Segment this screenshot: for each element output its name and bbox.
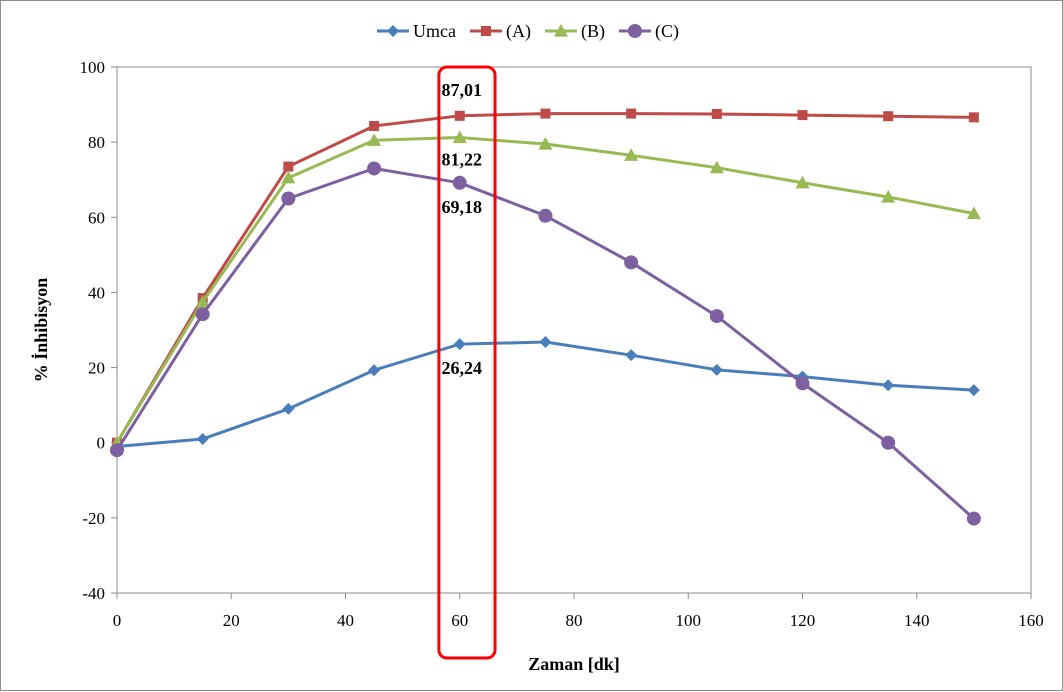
legend-label-b: (B) xyxy=(581,21,605,42)
x-tick-label: 120 xyxy=(790,611,816,630)
data-point-umca xyxy=(282,402,295,415)
y-tick-label: 20 xyxy=(88,359,105,378)
x-tick-label: 0 xyxy=(113,611,122,630)
data-point-umca xyxy=(453,338,466,351)
data-point-b xyxy=(881,189,896,203)
legend-marker-umca xyxy=(387,25,399,37)
data-point-a xyxy=(454,110,465,121)
x-tick-label: 80 xyxy=(566,611,583,630)
data-point-umca xyxy=(196,432,209,445)
data-point-c xyxy=(452,175,467,190)
data-point-a xyxy=(797,110,808,121)
y-tick-label: 40 xyxy=(88,283,105,302)
x-tick-label: 40 xyxy=(337,611,354,630)
data-point-a xyxy=(540,108,551,119)
data-point-umca xyxy=(625,349,638,362)
data-point-c xyxy=(709,309,724,324)
data-point-b xyxy=(367,133,382,146)
data-point-c xyxy=(795,376,810,391)
legend-item-umca: Umca xyxy=(377,21,456,41)
x-tick-label: 100 xyxy=(676,611,702,630)
legend-label-c: (C) xyxy=(655,21,679,42)
data-point-b xyxy=(195,294,210,308)
data-point-a xyxy=(711,108,722,119)
x-axis-title: Zaman [dk] xyxy=(528,654,620,674)
data-point-b xyxy=(709,160,724,174)
data-point-a xyxy=(626,108,637,119)
y-tick-label: 60 xyxy=(88,208,105,227)
x-tick-label: 20 xyxy=(223,611,240,630)
legend-marker-c xyxy=(627,24,642,38)
data-point-a xyxy=(968,112,979,123)
legend: Umca (A) (B) (C) xyxy=(377,21,679,42)
x-tick-label: 140 xyxy=(904,611,930,630)
legend-marker-a xyxy=(480,26,491,36)
y-tick-label: 80 xyxy=(88,133,105,152)
legend-label-umca: Umca xyxy=(413,21,456,41)
legend-marker-b xyxy=(553,24,568,37)
y-tick-label: -40 xyxy=(82,584,105,603)
highlight-box-60-min xyxy=(437,65,497,660)
y-tick-label: 0 xyxy=(97,434,106,453)
data-point-c xyxy=(538,208,553,223)
data-point-b xyxy=(452,130,467,144)
data-point-c xyxy=(966,511,981,526)
data-point-umca xyxy=(882,379,895,392)
data-point-b xyxy=(795,175,810,189)
legend-item-c: (C) xyxy=(618,21,679,42)
data-point-umca xyxy=(368,364,381,377)
data-point-b xyxy=(624,148,639,161)
value-label-60-min: 26,24 xyxy=(442,358,483,378)
series-c xyxy=(110,161,981,526)
data-point-c xyxy=(110,443,124,458)
y-tick-label: -20 xyxy=(82,509,105,528)
data-point-b xyxy=(538,137,553,150)
data-point-umca xyxy=(967,384,980,397)
legend-item-a: (A) xyxy=(469,21,531,42)
data-point-c xyxy=(624,255,639,270)
series-b xyxy=(110,130,981,449)
annotations: 87,01 81,22 69,18 26,24 xyxy=(442,80,483,378)
value-label-60-min: 81,22 xyxy=(442,150,483,170)
value-label-60-min: 69,18 xyxy=(442,197,483,217)
series-layer xyxy=(110,108,981,526)
data-point-a xyxy=(283,161,294,172)
x-tick-label: 60 xyxy=(451,611,468,630)
data-point-b xyxy=(281,170,296,184)
y-axis-title: % İnhibisyon xyxy=(31,278,51,383)
y-tick-label: 100 xyxy=(80,58,106,77)
x-tick-label: 160 xyxy=(1018,611,1044,630)
data-point-c xyxy=(881,435,896,450)
legend-item-b: (B) xyxy=(544,21,605,42)
axes: -40 -20 0 20 40 60 80 100 0 20 40 60 80 100 120 140 160 xyxy=(80,58,1044,630)
data-point-b xyxy=(966,206,981,220)
data-point-c xyxy=(195,307,210,322)
data-point-a xyxy=(883,111,894,122)
value-label-60-min: 87,01 xyxy=(442,80,483,100)
data-point-c xyxy=(367,161,382,176)
data-point-umca xyxy=(710,363,723,376)
data-point-a xyxy=(369,120,380,131)
legend-label-a: (A) xyxy=(506,21,531,42)
plot-area xyxy=(116,66,1032,594)
data-point-c xyxy=(281,191,296,206)
data-point-umca xyxy=(539,336,552,349)
